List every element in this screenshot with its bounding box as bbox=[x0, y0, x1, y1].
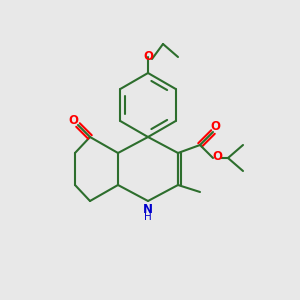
Text: O: O bbox=[212, 151, 222, 164]
Text: N: N bbox=[143, 203, 153, 216]
Text: O: O bbox=[143, 50, 153, 64]
Text: H: H bbox=[144, 212, 152, 222]
Text: O: O bbox=[68, 113, 78, 127]
Text: O: O bbox=[210, 121, 220, 134]
